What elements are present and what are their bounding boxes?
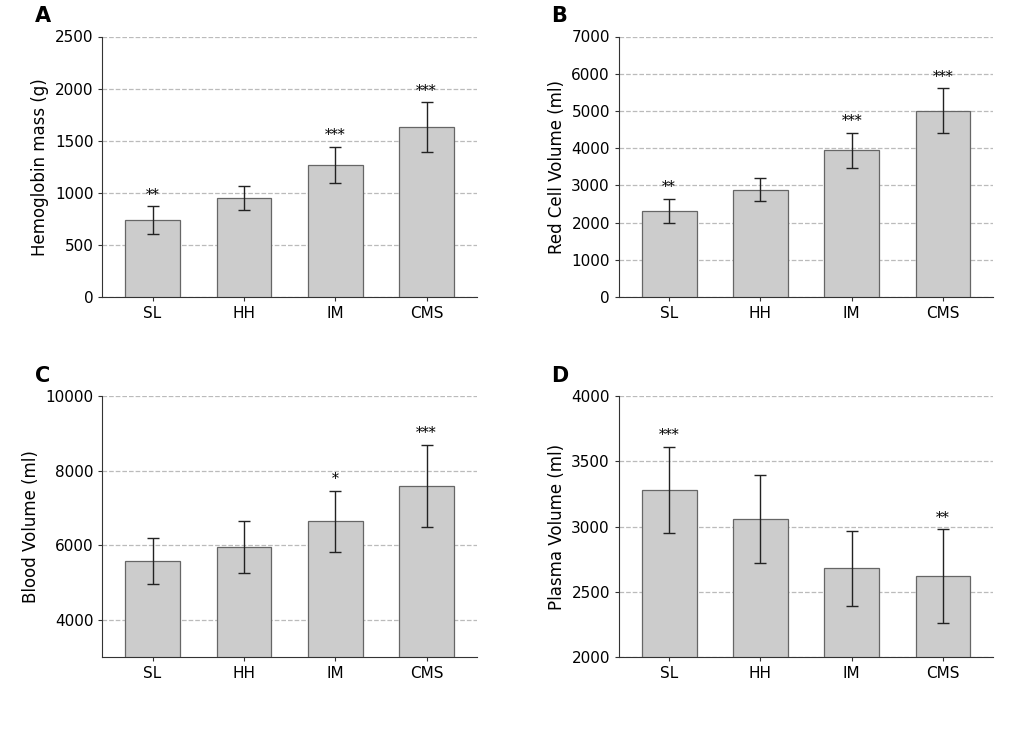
Y-axis label: Red Cell Volume (ml): Red Cell Volume (ml) [548, 80, 565, 254]
Y-axis label: Plasma Volume (ml): Plasma Volume (ml) [548, 444, 565, 610]
Y-axis label: Blood Volume (ml): Blood Volume (ml) [22, 450, 40, 603]
Bar [824, 150, 880, 297]
Bar [642, 490, 696, 657]
Bar [308, 521, 362, 657]
Bar [824, 569, 880, 657]
Text: A: A [35, 6, 51, 26]
Y-axis label: Hemoglobin mass (g): Hemoglobin mass (g) [32, 78, 49, 256]
Text: ***: *** [842, 114, 862, 128]
Text: ***: *** [416, 83, 437, 98]
Text: D: D [552, 366, 569, 386]
Text: **: ** [663, 180, 676, 194]
Bar [733, 190, 787, 297]
Bar [399, 485, 454, 657]
Text: **: ** [145, 188, 160, 201]
Bar [125, 561, 180, 657]
Text: ***: *** [658, 429, 680, 442]
Text: ***: *** [325, 128, 345, 142]
Bar [733, 519, 787, 657]
Bar [642, 211, 696, 297]
Bar [915, 576, 971, 657]
Text: **: ** [936, 510, 950, 525]
Text: C: C [35, 366, 50, 386]
Bar [399, 127, 454, 297]
Bar [216, 547, 271, 657]
Text: *: * [332, 472, 339, 486]
Text: ***: *** [416, 426, 437, 440]
Text: ***: *** [933, 69, 953, 83]
Bar [915, 111, 971, 297]
Bar [216, 198, 271, 297]
Text: B: B [552, 6, 567, 26]
Bar [125, 220, 180, 297]
Bar [308, 165, 362, 297]
